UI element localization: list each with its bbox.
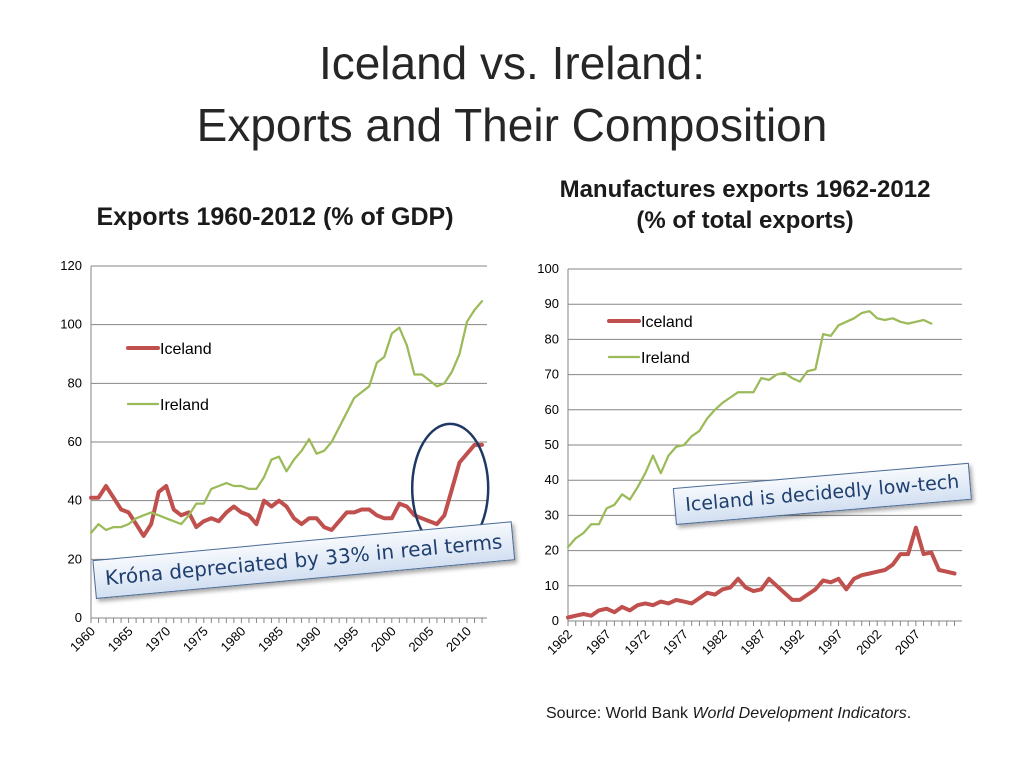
exports-y-tick-label: 100 [60,317,82,332]
manufactures-y-tick-label: 70 [545,367,559,382]
source-note: Source: World Bank World Development Ind… [546,705,911,723]
manufactures-series-iceland [566,525,957,620]
exports-y-tick-label: 120 [60,258,82,273]
manufactures-y-tick-label: 30 [545,507,559,522]
exports-x-tick-label: 2005 [405,624,436,655]
exports-y-tick-label: 20 [68,551,82,566]
manufactures-y-tick-label: 10 [545,578,559,593]
manufactures-x-tick-label: 1997 [815,627,846,658]
exports-series-ireland [89,300,484,535]
exports-y-tick-label: 40 [68,493,82,508]
exports-x-tick-label: 1980 [217,624,248,655]
exports-y-tick-label: 0 [75,610,82,625]
exports-x-tick-label: 1960 [67,624,98,655]
source-prefix: Source: World Bank [546,705,693,722]
manufactures-y-tick-label: 40 [545,472,559,487]
exports-x-tick-label: 2000 [368,624,399,655]
manufactures-x-tick-label: 1977 [660,627,691,658]
manufactures-x-tick-label: 2007 [892,627,923,658]
exports-x-tick-label: 1965 [105,624,136,655]
manufactures-chart-title: Manufactures exports 1962-2012 (% of tot… [520,174,970,236]
exports-x-tick-label: 2010 [443,624,474,655]
source-suffix: . [906,705,912,722]
exports-legend-label-ireland: Ireland [160,397,209,414]
manufactures-y-tick-label: 20 [545,543,559,558]
source-italic: World Development Indicators [692,705,907,722]
manufactures-legend-label-iceland: Iceland [641,314,693,331]
manufactures-x-tick-label: 1967 [583,627,614,658]
manufactures-chart-title-line-1: Manufactures exports 1962-2012 [559,176,931,203]
exports-x-tick-label: 1970 [142,624,173,655]
manufactures-y-tick-label: 60 [545,402,559,417]
exports-series-iceland [89,442,484,538]
manufactures-x-tick-label: 1972 [621,627,652,658]
manufactures-chart: 0 10 20 30 40 50 60 70 80 90 100 1962 1967 1972 1977 19… [537,261,962,658]
manufactures-x-tick-label: 2002 [853,627,884,658]
manufactures-chart-title-line-2: (% of total exports) [636,207,854,234]
slide-title-line-1: Iceland vs. Ireland: [318,37,706,89]
slide-title-line-2: Exports and Their Composition [196,99,828,151]
exports-x-tick-label: 1995 [330,624,361,655]
exports-y-tick-label: 80 [68,375,82,390]
exports-chart-title: Exports 1960-2012 (% of GDP) [96,203,454,231]
exports-y-tick-label: 60 [68,434,82,449]
manufactures-y-tick-label: 90 [545,296,559,311]
manufactures-series-ireland [566,310,933,549]
manufactures-y-tick-label: 100 [537,261,559,276]
manufactures-x-tick-label: 1982 [699,627,730,658]
manufactures-x-tick-label: 1962 [544,627,575,658]
slide-title: Iceland vs. Ireland: Exports and Their C… [0,32,1024,156]
manufactures-y-tick-label: 80 [545,331,559,346]
manufactures-x-tick-label: 1992 [776,627,807,658]
exports-x-tick-label: 1990 [293,624,324,655]
exports-x-tick-label: 1985 [255,624,286,655]
manufactures-y-tick-label: 50 [545,437,559,452]
manufactures-y-tick-label: 0 [552,613,559,628]
manufactures-x-tick-label: 1987 [737,627,768,658]
exports-x-tick-label: 1975 [180,624,211,655]
exports-legend-label-iceland: Iceland [160,341,212,358]
manufactures-legend-label-ireland: Ireland [641,350,690,367]
